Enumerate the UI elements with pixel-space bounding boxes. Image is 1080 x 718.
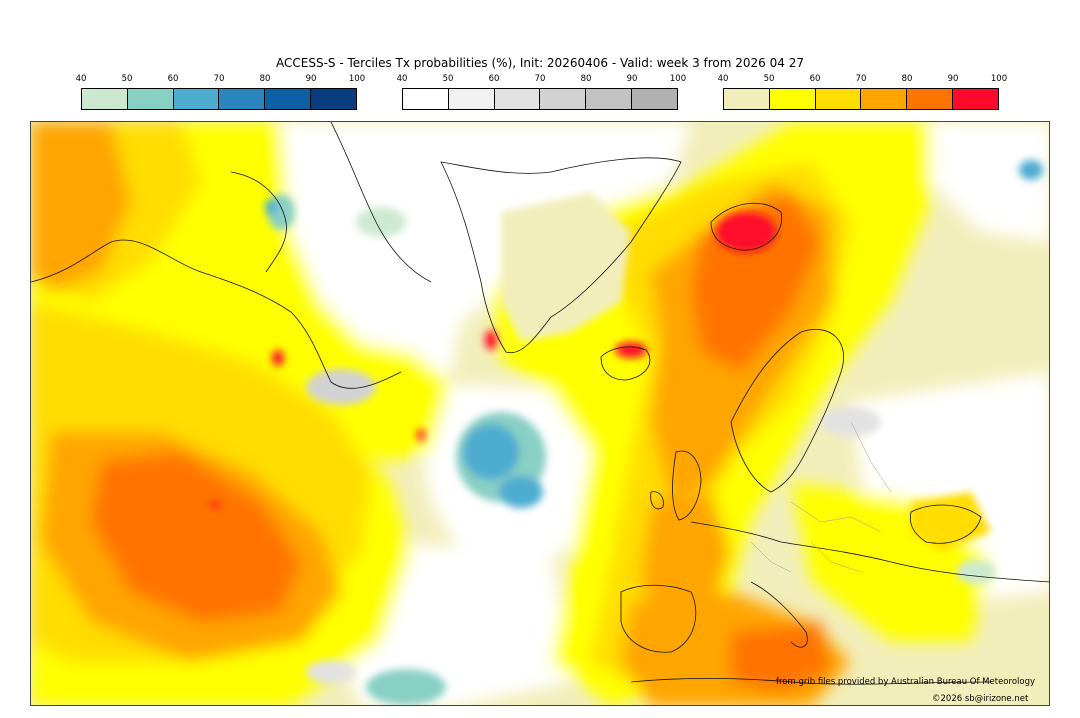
field-red-atlantic: [417, 429, 425, 441]
color-swatch: [632, 89, 677, 109]
field-red-atlanticcore: [211, 502, 219, 508]
color-swatch: [265, 89, 312, 109]
colorbar-tick: 100: [348, 74, 366, 84]
color-swatch: [815, 89, 862, 109]
field-green-arctic: [356, 207, 406, 237]
field-blue-midatlantic-b: [499, 476, 543, 508]
field-teal-south: [366, 669, 446, 705]
coastline-northamerica: [31, 239, 402, 389]
colorbar-tick: 40: [75, 74, 87, 84]
color-swatch: [953, 89, 998, 109]
color-swatch: [127, 89, 174, 109]
colorbar-tick: 80: [901, 74, 913, 84]
colorbar-tick: 60: [809, 74, 821, 84]
below-normal-colorbar: 40 50 60 70 80 90 100: [76, 74, 366, 114]
field-darkorange-atlantic: [91, 452, 301, 622]
coastline-iceland: [600, 346, 651, 381]
coastline-ireland: [650, 491, 664, 510]
coastline-arcticislands: [330, 122, 432, 283]
field-lightyellow-greenland: [501, 192, 631, 342]
colorbar-tick: 70: [855, 74, 867, 84]
color-swatch: [586, 89, 633, 109]
field-blue-midatlantic: [463, 424, 519, 480]
border-line: [810, 541, 862, 573]
coastline-europe: [690, 521, 1049, 583]
field-grey-south: [306, 660, 356, 684]
above-colorbar-ticks: 40 50 60 70 80 90 100: [718, 74, 1008, 86]
colorbar-tick: 60: [167, 74, 179, 84]
colorbar-tick: 40: [396, 74, 408, 84]
coastline-northafrica: [630, 677, 992, 685]
data-credit: from grib files provided by Australian B…: [776, 677, 1036, 687]
colorbar-tick: 40: [717, 74, 729, 84]
field-red-iceland: [615, 342, 647, 358]
field-darkorange-italy: [731, 622, 831, 692]
field-blue-hudson: [265, 199, 277, 215]
color-swatch: [403, 89, 449, 109]
map-canvas: [31, 122, 1049, 705]
field-red-greenland: [485, 330, 497, 350]
color-swatch: [173, 89, 220, 109]
colorbar-tick: 90: [305, 74, 317, 84]
below-colorbar-swatches: [81, 88, 357, 110]
coastline-hudsonbay: [230, 171, 287, 273]
colorbar-tick: 90: [626, 74, 638, 84]
colorbar-tick: 90: [947, 74, 959, 84]
coastline-italy: [750, 581, 808, 648]
normal-colorbar-swatches: [402, 88, 678, 110]
normal-colorbar: 40 50 60 70 80 90 100: [397, 74, 687, 114]
below-colorbar-ticks: 40 50 60 70 80 90 100: [76, 74, 366, 86]
colorbar-tick: 60: [488, 74, 500, 84]
colorbar-tick: 80: [580, 74, 592, 84]
coastline-scandinavia: [730, 329, 844, 493]
color-swatch: [82, 89, 128, 109]
colorbar-tick: 50: [763, 74, 775, 84]
color-swatch: [448, 89, 495, 109]
map-title: ACCESS-S - Terciles Tx probabilities (%)…: [276, 56, 804, 70]
border-line: [750, 541, 792, 573]
probability-fields-small: [211, 160, 1043, 705]
color-swatch: [907, 89, 954, 109]
field-green-caspian: [956, 560, 996, 584]
field-red-labrador: [272, 350, 284, 366]
normal-colorbar-ticks: 40 50 60 70 80 90 100: [397, 74, 687, 86]
probability-map: [30, 121, 1050, 706]
color-swatch: [724, 89, 770, 109]
field-gold-blacksea: [911, 492, 991, 552]
coastlines: [31, 122, 1049, 685]
color-swatch: [861, 89, 908, 109]
colorbar-tick: 70: [534, 74, 546, 84]
coastline-blacksea: [909, 504, 982, 544]
field-red-svalbard: [716, 212, 776, 252]
colorbar-tick: 70: [213, 74, 225, 84]
color-swatch: [311, 89, 356, 109]
color-swatch: [769, 89, 816, 109]
color-swatch: [540, 89, 587, 109]
coastline-iberia: [620, 584, 697, 653]
color-swatch: [494, 89, 541, 109]
colorbar-tick: 100: [990, 74, 1008, 84]
colorbar-tick: 80: [259, 74, 271, 84]
border-line: [790, 501, 882, 533]
coastline-greenland: [440, 157, 682, 354]
colorbar-tick: 100: [669, 74, 687, 84]
field-blue-siberia: [1019, 160, 1043, 180]
field-orange-baffin: [31, 122, 131, 292]
colorbar-tick: 50: [121, 74, 133, 84]
above-normal-colorbar: 40 50 60 70 80 90 100: [718, 74, 1008, 114]
copyright-notice: ©2026 sb@irizone.net: [932, 694, 1029, 704]
color-swatch: [219, 89, 266, 109]
border-line: [850, 421, 892, 493]
coastline-svalbard: [710, 202, 783, 251]
country-borders: [750, 421, 892, 573]
colorbar-tick: 50: [442, 74, 454, 84]
above-colorbar-swatches: [723, 88, 999, 110]
field-white-northeast: [931, 122, 1049, 242]
coastline-britain: [672, 450, 702, 521]
